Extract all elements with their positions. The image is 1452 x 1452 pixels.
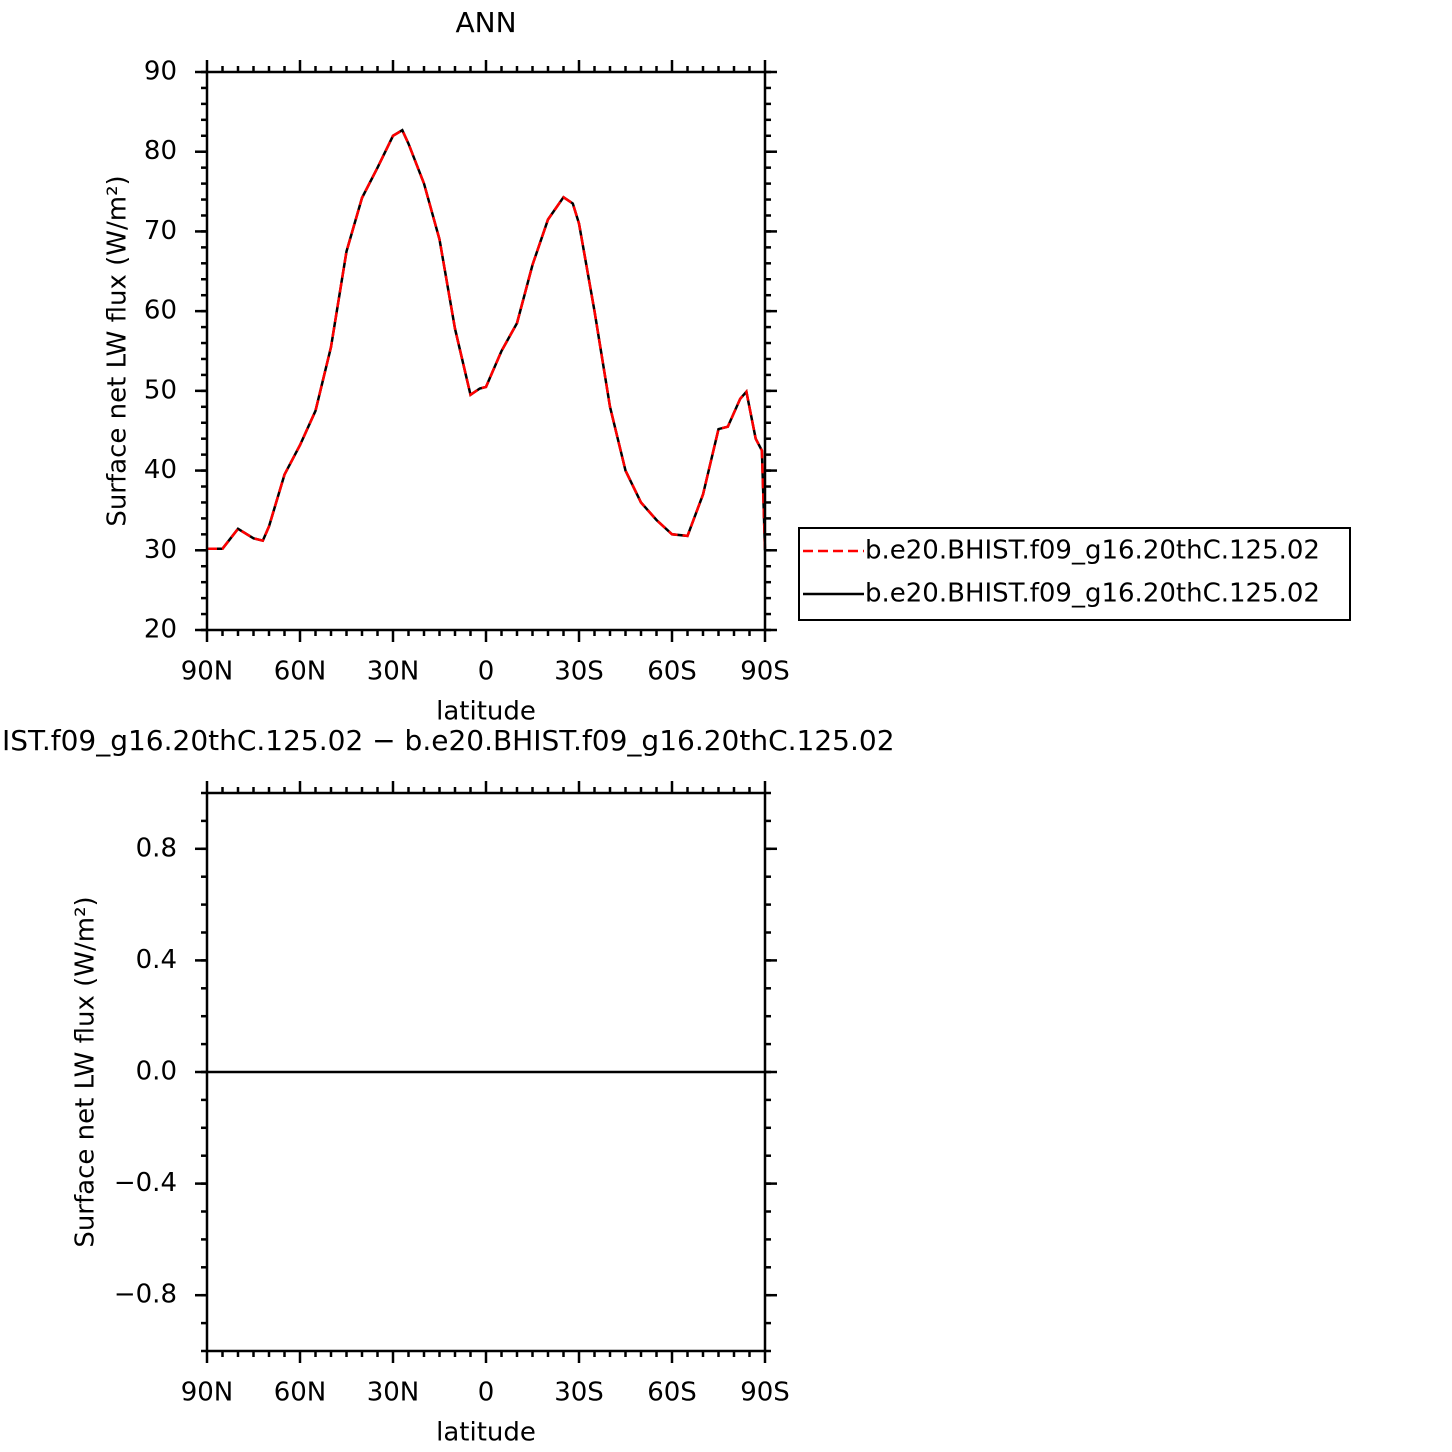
- x-tick-label: 90S: [740, 657, 790, 687]
- y-tick-label: 60: [144, 296, 177, 326]
- y-tick-label: 0.4: [136, 945, 177, 975]
- x-tick-label: 30N: [367, 657, 420, 687]
- y-tick-label: 0.8: [136, 833, 177, 863]
- x-tick-label: 90N: [181, 657, 234, 687]
- x-axis-label: latitude: [436, 1418, 536, 1448]
- legend-box: [798, 527, 1351, 621]
- legend-label: b.e20.BHIST.f09_g16.20thC.125.02: [865, 536, 1320, 566]
- x-tick-label: 0: [478, 1378, 495, 1408]
- x-tick-label: 60N: [274, 1378, 327, 1408]
- x-tick-label: 0: [478, 657, 495, 687]
- chart-title: ANN: [455, 6, 516, 39]
- y-tick-label: 80: [144, 136, 177, 166]
- x-tick-label: 90S: [740, 1378, 790, 1408]
- plot-frame: [205, 70, 767, 632]
- y-tick-label: 0.0: [136, 1057, 177, 1087]
- y-tick-label: −0.8: [114, 1280, 177, 1310]
- legend-label: b.e20.BHIST.f09_g16.20thC.125.02: [865, 579, 1320, 609]
- y-tick-label: 90: [144, 57, 177, 87]
- y-tick-label: 30: [144, 535, 177, 565]
- y-axis-label: Surface net LW flux (W/m²): [103, 175, 133, 526]
- x-tick-label: 60N: [274, 657, 327, 687]
- y-tick-label: 70: [144, 216, 177, 246]
- x-tick-label: 90N: [181, 1378, 234, 1408]
- x-tick-label: 30N: [367, 1378, 420, 1408]
- series-line: [207, 128, 767, 551]
- x-tick-label: 60S: [647, 1378, 697, 1408]
- x-axis-label: latitude: [436, 697, 536, 727]
- x-tick-label: 30S: [554, 1378, 604, 1408]
- x-tick-label: 30S: [554, 657, 604, 687]
- y-tick-label: 50: [144, 375, 177, 405]
- y-tick-label: 40: [144, 455, 177, 485]
- series-line: [207, 128, 767, 551]
- y-axis-label: Surface net LW flux (W/m²): [71, 896, 101, 1247]
- chart-title: IST.f09_g16.20thC.125.02 − b.e20.BHIST.f…: [2, 724, 895, 757]
- y-tick-label: −0.4: [114, 1168, 177, 1198]
- x-tick-label: 60S: [647, 657, 697, 687]
- y-tick-label: 20: [144, 615, 177, 645]
